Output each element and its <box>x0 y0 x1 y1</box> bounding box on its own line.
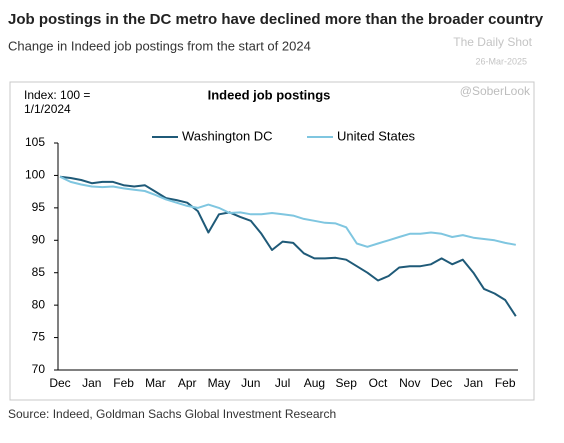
y-tick-label: 85 <box>32 265 46 279</box>
annotation: Index: 100 = <box>24 88 90 102</box>
series-line <box>59 175 517 317</box>
x-tick-label: May <box>208 376 231 390</box>
annotation: 1/1/2024 <box>24 102 71 116</box>
y-tick-label: 80 <box>32 297 46 311</box>
y-tick-label: 95 <box>32 200 46 214</box>
y-tick-label: 100 <box>25 168 45 182</box>
x-tick-label: Dec <box>49 376 70 390</box>
legend-label: United States <box>337 128 416 143</box>
x-tick-label: Mar <box>145 376 166 390</box>
watermark: @SoberLook <box>460 84 531 98</box>
x-tick-label: Jul <box>275 376 290 390</box>
y-tick-label: 105 <box>25 135 45 149</box>
series-line <box>59 175 516 248</box>
x-tick-label: Feb <box>113 376 134 390</box>
x-tick-label: Aug <box>304 376 325 390</box>
watermark: The Daily Shot <box>453 35 532 49</box>
x-tick-label: Dec <box>431 376 452 390</box>
inner-title: Indeed job postings <box>208 87 331 102</box>
x-tick-label: Jun <box>241 376 260 390</box>
x-tick-label: Nov <box>399 376 420 390</box>
x-tick-label: Jan <box>82 376 101 390</box>
x-tick-label: Jan <box>464 376 483 390</box>
chart-title: Job postings in the DC metro have declin… <box>8 11 544 28</box>
chart-frame <box>9 81 535 401</box>
x-tick-label: Oct <box>369 376 388 390</box>
source: Source: Indeed, Goldman Sachs Global Inv… <box>8 407 336 421</box>
watermark: 26-Mar-2025 <box>475 56 527 66</box>
y-tick-label: 90 <box>32 232 46 246</box>
x-tick-label: Feb <box>495 376 516 390</box>
legend-label: Washington DC <box>182 128 273 143</box>
x-tick-label: Apr <box>178 376 197 390</box>
y-tick-label: 70 <box>32 362 46 376</box>
x-tick-label: Sep <box>336 376 358 390</box>
y-tick-label: 75 <box>32 330 46 344</box>
chart-subtitle: Change in Indeed job postings from the s… <box>8 38 311 53</box>
